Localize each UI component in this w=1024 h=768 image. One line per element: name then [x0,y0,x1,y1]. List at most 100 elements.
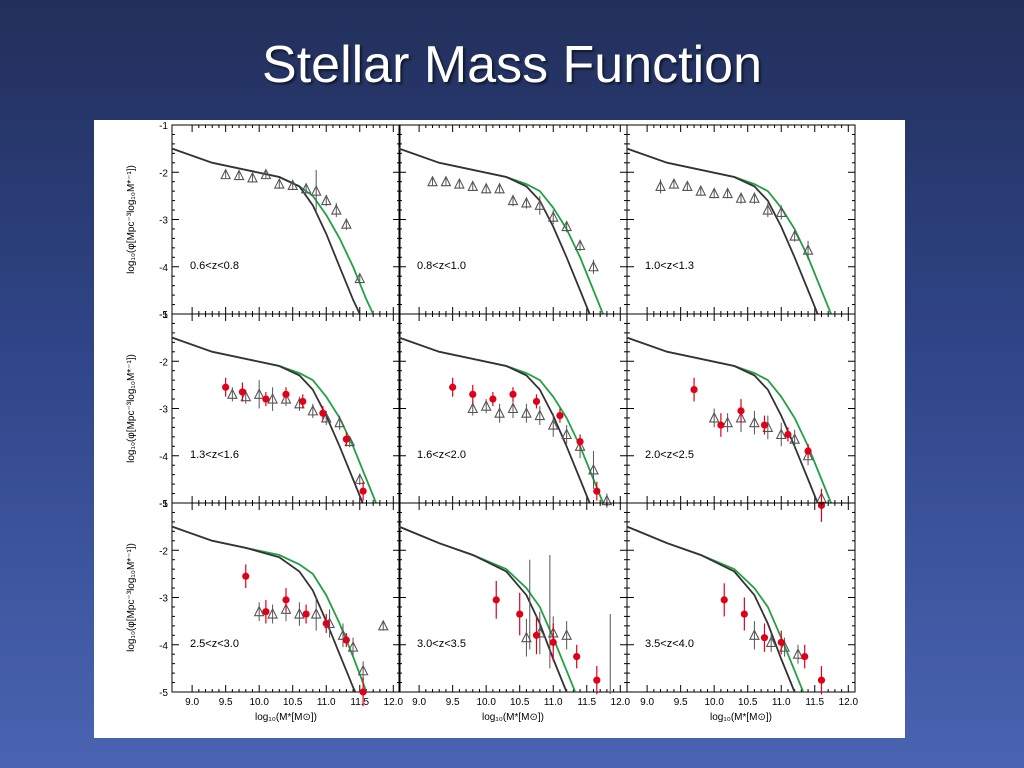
x-tick-label: 10.0 [704,697,724,708]
x-tick-label: 11.5 [577,697,596,708]
circle-marker [342,636,350,644]
triangle-point [427,175,438,187]
triangle-point [521,196,532,209]
model-green-line [172,336,378,503]
triangle-marker [267,607,278,619]
panel-1: -1 -2 -3 -4 -5 0.6<z<0.8 [159,121,401,321]
triangle-marker [681,180,693,191]
circle-point [817,666,826,695]
redshift-label: 0.6<z<0.8 [190,260,239,272]
y-tick-label: -4 [159,263,168,274]
y-tick-label: -5 [159,499,168,510]
triangle-point [561,425,573,444]
circle-point [262,391,270,407]
triangle-marker [574,239,586,251]
circle-point [576,434,584,449]
triangle-point [507,194,519,207]
model-curves [627,525,805,692]
circle-marker [593,676,601,684]
triangle-marker [588,463,599,475]
circle-point [690,377,698,402]
x-tick-label: 12.0 [839,697,859,708]
circle-point [737,399,745,423]
circle-point [492,580,500,619]
triangle-point [561,220,573,233]
circle-marker [573,652,581,661]
panel-4: -1 -2 -3 -4 -5 1.3<z<1.6 [159,310,401,510]
circle-point [777,630,785,655]
circle-marker [593,487,601,495]
triangle-point [547,413,559,437]
triangle-marker [330,203,342,215]
model-curves [172,336,378,503]
triangle-marker [467,180,479,191]
circle-marker [299,397,307,406]
circle-point [359,481,367,501]
model-black-line [172,147,361,314]
triangle-marker [253,388,265,399]
circle-marker [262,395,270,403]
triangle-point [233,169,245,181]
triangle-point [247,171,258,183]
triangle-point [775,205,787,220]
model-curves [627,336,833,503]
circle-marker [359,487,367,495]
triangle-marker [534,409,546,421]
x-tick-label: 11.5 [350,697,369,708]
model-black-line [399,147,591,314]
y-tick-label: -5 [159,688,168,699]
model-black-line [172,525,357,692]
triangle-marker [453,177,465,189]
triangle-point [287,179,299,191]
triangle-marker [779,640,790,652]
x-tick-label: 9.5 [674,697,688,708]
circle-marker [469,390,477,398]
triangle-marker [775,428,787,440]
circle-marker [532,631,541,639]
triangle-point [334,415,346,430]
x-tick-label: 9.5 [219,697,233,708]
y-tick-label: -1 [159,499,168,510]
triangle-point [354,473,366,486]
circle-marker [801,652,809,661]
triangle-marker [561,629,573,640]
x-axis-label: log₁₀(M*[M⊙]) [255,712,317,723]
triangle-marker [480,182,492,194]
triangle-point [521,403,532,423]
triangle-point [708,187,720,199]
triangle-point [749,410,760,435]
circle-point [804,443,812,459]
triangle-marker [427,175,438,187]
triangle-marker [521,631,532,643]
triangle-point [765,632,777,652]
triangle-marker [574,440,586,451]
circle-point [516,592,524,636]
x-tick-label: 11.0 [544,697,563,708]
circle-point [760,623,769,652]
model-green-line [399,147,605,314]
triangle-marker [320,411,332,423]
model-curves [399,147,605,314]
triangle-point [253,380,265,409]
circle-point [342,632,350,648]
triangle-point [494,182,505,194]
panel-frame [626,502,856,693]
triangle-point [310,597,322,631]
triangle-point [802,240,814,260]
y-tick-label: -1 [159,310,168,321]
triangle-point [310,169,322,213]
y-axis-label: log₁₀(φ[Mpc⁻³log₁₀M*⁻¹]) [126,543,137,652]
circle-marker [242,572,250,580]
triangle-marker [521,196,532,208]
circle-point [489,391,497,407]
y-tick-label: -4 [159,452,168,463]
circle-marker [784,430,792,439]
triangle-marker [561,428,573,440]
model-black-line [399,525,568,692]
triangle-marker [749,192,760,203]
x-tick-label: 11.0 [772,697,791,708]
triangle-point [330,202,342,218]
y-tick-label: -2 [159,168,168,179]
triangle-point [722,413,733,433]
triangle-marker [534,199,546,210]
